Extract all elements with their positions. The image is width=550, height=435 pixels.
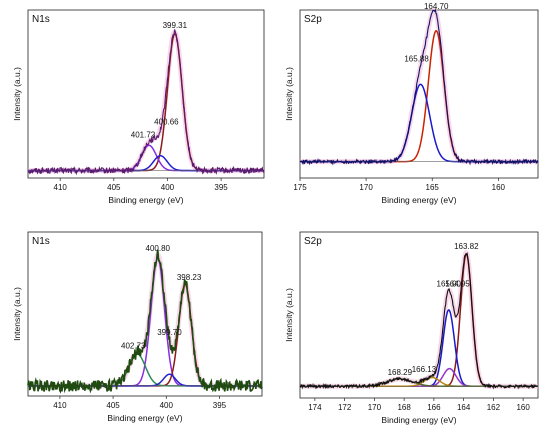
chart-panel-1: 410 405 400 395 N1s Binding energy (eV) Intens… bbox=[12, 9, 265, 205]
x-axis-title: Binding energy (eV) bbox=[381, 195, 456, 205]
peak-label: 166.13 bbox=[412, 365, 437, 374]
x-tick-label: 172 bbox=[338, 403, 352, 412]
x-tick-label: 405 bbox=[106, 401, 120, 410]
peak-label: 400.66 bbox=[154, 117, 179, 126]
x-tick-label: 400 bbox=[160, 401, 174, 410]
chart-panel-2: 175 170 165 160 S2p Binding energy (eV) Intens… bbox=[284, 2, 539, 205]
peak-label: 165.88 bbox=[404, 55, 429, 64]
x-tick-label: 395 bbox=[213, 401, 227, 410]
plot-frame bbox=[27, 231, 263, 397]
y-axis-title: Intensity (a.u.) bbox=[284, 288, 294, 342]
component-peak-2 bbox=[300, 309, 538, 387]
plot-frame bbox=[27, 9, 265, 179]
raw-spectrum bbox=[27, 249, 263, 394]
x-axis-title: Binding energy (eV) bbox=[108, 195, 183, 205]
x-tick-label: 168 bbox=[397, 403, 411, 412]
x-tick-label: 170 bbox=[368, 403, 382, 412]
peak-label: 164.95 bbox=[445, 280, 470, 289]
peak-label: 165.00 bbox=[437, 279, 462, 288]
raw-spectrum bbox=[299, 252, 539, 390]
peak-label: 401.72 bbox=[131, 131, 156, 140]
x-tick-label: 174 bbox=[308, 403, 322, 412]
x-tick-label: 166 bbox=[427, 403, 441, 412]
x-tick-label: 160 bbox=[516, 403, 530, 412]
peak-label: 168.29 bbox=[388, 368, 413, 377]
component-peak-1 bbox=[300, 30, 538, 163]
peak-label: 398.23 bbox=[177, 273, 202, 282]
x-tick-label: 164 bbox=[457, 403, 471, 412]
chart-panel-3: 410 405 400 395 N1s Binding energy (eV) Intens… bbox=[12, 231, 263, 423]
peak-label: 399.70 bbox=[157, 328, 182, 337]
peak-label: 402.73 bbox=[121, 342, 146, 351]
panel-title: N1s bbox=[32, 14, 50, 25]
peak-label: 399.31 bbox=[163, 21, 188, 30]
x-tick-label: 410 bbox=[54, 183, 68, 192]
chart-panel-4: 174 172 170 168 166 164 162 160 S2p Binding energ… bbox=[284, 231, 539, 425]
x-tick-label: 162 bbox=[487, 403, 501, 412]
peak-label: 163.82 bbox=[454, 242, 479, 251]
x-axis-title: Binding energy (eV) bbox=[107, 413, 182, 423]
y-axis-title: Intensity (a.u.) bbox=[12, 287, 22, 341]
fit-envelope bbox=[28, 29, 264, 174]
x-tick-label: 410 bbox=[53, 401, 67, 410]
y-axis-title: Intensity (a.u.) bbox=[284, 67, 294, 121]
x-tick-label: 165 bbox=[426, 183, 440, 192]
x-axis-title: Binding energy (eV) bbox=[381, 415, 456, 425]
raw-spectrum bbox=[27, 29, 265, 176]
panel-title: S2p bbox=[304, 236, 322, 247]
panel-title: N1s bbox=[32, 236, 50, 247]
x-tick-label: 395 bbox=[214, 183, 228, 192]
x-tick-label: 175 bbox=[293, 183, 307, 192]
panel-title: S2p bbox=[304, 14, 322, 25]
x-tick-label: 400 bbox=[161, 183, 175, 192]
plot-frame bbox=[299, 9, 539, 179]
x-tick-label: 170 bbox=[359, 183, 373, 192]
x-tick-label: 160 bbox=[492, 183, 506, 192]
x-tick-label: 405 bbox=[107, 183, 121, 192]
raw-spectrum bbox=[299, 8, 539, 166]
peak-label: 164.70 bbox=[424, 2, 449, 11]
plot-frame bbox=[299, 231, 539, 399]
peak-label: 400.80 bbox=[146, 244, 171, 253]
y-axis-title: Intensity (a.u.) bbox=[12, 67, 22, 121]
